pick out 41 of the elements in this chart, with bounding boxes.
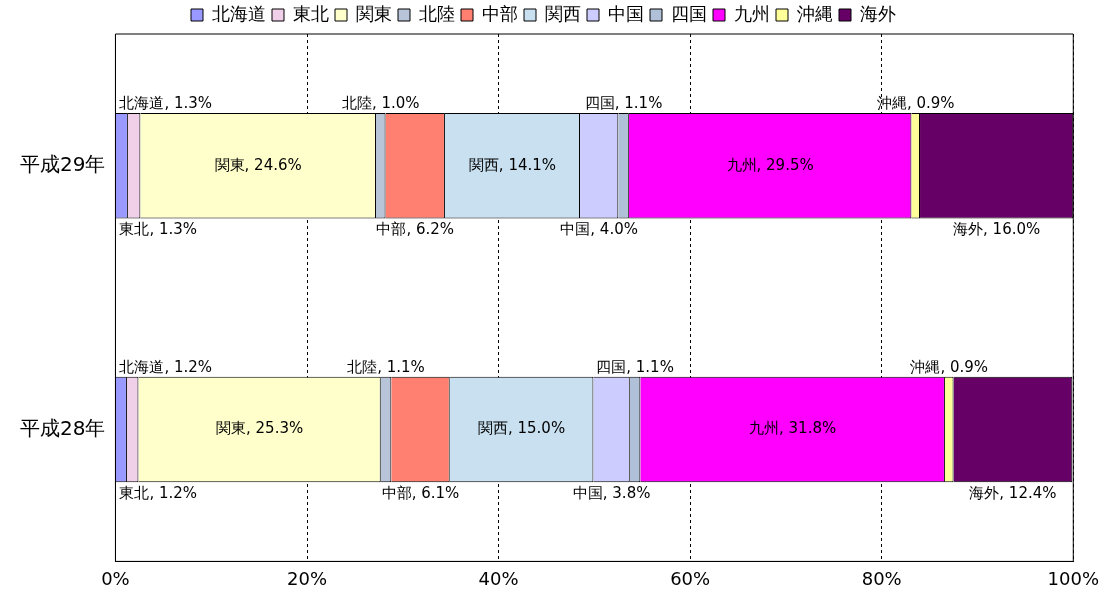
data-label: 関東, 24.6% bbox=[214, 155, 302, 174]
data-label: 海外, 16.0% bbox=[953, 220, 1041, 239]
data-label: 北海道, 1.2% bbox=[119, 357, 213, 376]
y-tick-label: 平成29年 bbox=[20, 152, 106, 177]
data-label: 東北, 1.2% bbox=[119, 484, 198, 503]
data-label: 中国, 3.8% bbox=[572, 484, 651, 503]
legend-label: 中部 bbox=[482, 2, 518, 24]
y-tick-label: 平成28年 bbox=[20, 415, 106, 440]
data-label: 九州, 29.5% bbox=[726, 155, 814, 174]
legend-label: 関西 bbox=[545, 2, 581, 24]
x-tick-label: 0% bbox=[101, 567, 130, 589]
data-label: 東北, 1.3% bbox=[119, 220, 198, 239]
data-label: 北陸, 1.1% bbox=[347, 357, 425, 376]
data-label: 関西, 15.0% bbox=[477, 419, 566, 438]
legend-label: 中国 bbox=[608, 2, 644, 24]
data-label: 北陸, 1.0% bbox=[341, 94, 420, 112]
legend-label: 北陸 bbox=[419, 2, 455, 24]
data-label: 九州, 31.8% bbox=[749, 419, 837, 438]
data-label: 沖縄, 0.9% bbox=[910, 357, 989, 376]
data-label: 中部, 6.2% bbox=[376, 220, 455, 239]
data-label: 沖縄, 0.9% bbox=[876, 94, 955, 112]
x-tick-label: 100% bbox=[1047, 567, 1099, 589]
legend-label: 北海道 bbox=[212, 2, 266, 24]
x-tick-label: 60% bbox=[670, 567, 711, 589]
data-label: 北海道, 1.3% bbox=[119, 94, 213, 112]
data-label: 四国, 1.1% bbox=[596, 357, 674, 376]
x-tick-label: 80% bbox=[861, 567, 902, 589]
data-label: 中国, 4.0% bbox=[560, 220, 638, 239]
data-label: 四国, 1.1% bbox=[584, 94, 663, 112]
legend-label: 海外 bbox=[860, 2, 896, 24]
data-label: 関東, 25.3% bbox=[216, 419, 304, 438]
legend-label: 関東 bbox=[356, 2, 392, 24]
legend-label: 沖縄 bbox=[797, 2, 833, 24]
legend-label: 東北 bbox=[293, 2, 329, 24]
data-label: 中部, 6.1% bbox=[381, 484, 460, 503]
data-label: 海外, 12.4% bbox=[969, 484, 1057, 503]
legend-label: 九州 bbox=[734, 2, 770, 24]
x-tick-label: 20% bbox=[287, 567, 328, 589]
x-tick-label: 40% bbox=[478, 567, 519, 589]
data-label: 関西, 14.1% bbox=[468, 155, 557, 174]
legend-label: 四国 bbox=[671, 2, 707, 24]
